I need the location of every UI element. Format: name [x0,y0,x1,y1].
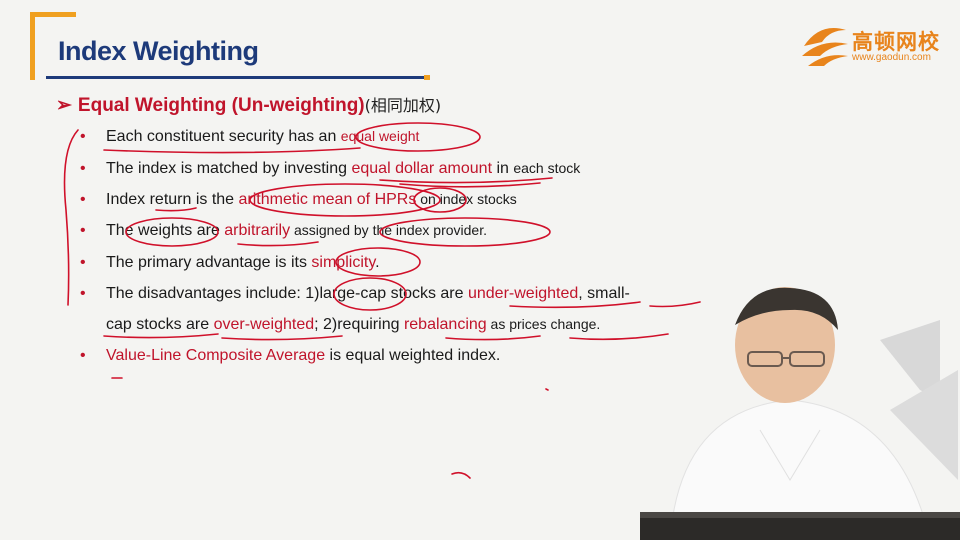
gaodun-logo-icon [802,28,848,66]
bullet-text: is equal weighted index. [325,347,501,364]
section-heading: ➢ Equal Weighting (Un-weighting)(相同加权) [56,92,441,117]
slide-title: Index Weighting [58,36,259,66]
bullet-text: ; 2)requiring [314,316,404,333]
bullet-text: The weights are [106,222,225,239]
bullet-text: assigned by the index provider. [290,222,487,238]
heading-main: Equal Weighting (Un-weighting) [77,95,365,116]
title-underline-end [424,75,430,80]
bullet-text: cap stocks are [106,316,214,333]
bullet-highlight: rebalancing [403,316,487,333]
bullet-text: each stock [513,160,581,176]
bullet-text: The primary advantage is its [106,254,312,271]
bullet-3: Index return is the arithmetic mean of H… [80,191,517,209]
heading-chinese: (相同加权) [364,96,442,115]
bullet-highlight: equal dollar amount [351,160,493,177]
bullet-highlight: arithmetic mean of HPRs [238,191,417,208]
presenter-video-icon [640,287,960,540]
bullet-text: , small- [578,285,630,302]
bullet-highlight: simplicity [311,254,376,271]
bullet-text: The index is matched by investing [106,160,352,177]
bullet-4: The weights are arbitrarily assigned by … [80,222,487,240]
bullet-2: The index is matched by investing equal … [80,160,581,178]
bullet-text: on index stocks [416,191,517,207]
bullet-text: Each constituent security has an [106,128,341,145]
bullet-7: Value-Line Composite Average is equal we… [80,347,501,365]
bullet-text: as prices change. [486,316,601,332]
bullet-highlight: under-weighted [467,285,579,302]
title-underline [46,76,428,79]
bullet-highlight: arbitrarily [224,222,291,239]
bullet-highlight: over-weighted [213,316,315,333]
heading-arrow-icon: ➢ [56,95,72,116]
title-bracket-horizontal [30,12,76,17]
bullet-highlight: Value-Line Composite Average [106,347,326,364]
bullet-text: in [492,160,514,177]
bullet-text: Index return is the [106,191,239,208]
bullet-text: . [375,254,380,271]
bullet-highlight: equal weight [340,128,420,144]
logo-chinese-text: 高顿网校 [852,31,940,54]
title-bracket-vertical [30,12,35,80]
bullet-1: Each constituent security has an equal w… [80,128,420,146]
logo-url: www.gaodun.com [852,52,931,63]
bullet-6-continuation: cap stocks are over-weighted; 2)requirin… [106,316,600,334]
bullet-6: The disadvantages include: 1)large-cap s… [80,285,630,303]
bullet-text: The disadvantages include: 1)large-cap s… [106,285,468,302]
bullet-5: The primary advantage is its simplicity. [80,254,380,272]
